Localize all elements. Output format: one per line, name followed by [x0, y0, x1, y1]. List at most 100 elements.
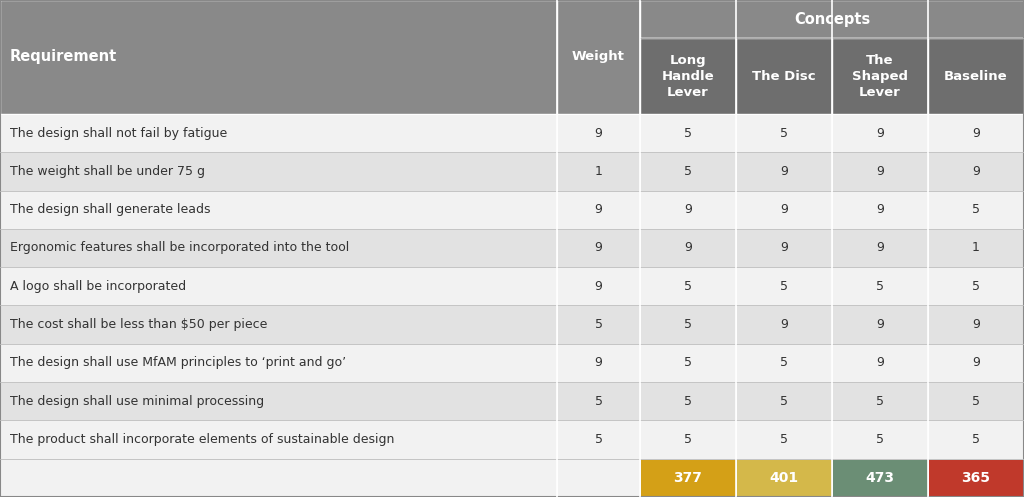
Text: Ergonomic features shall be incorporated into the tool: Ergonomic features shall be incorporated…	[10, 242, 349, 254]
Text: The design shall not fail by fatigue: The design shall not fail by fatigue	[10, 127, 227, 140]
Text: 9: 9	[877, 165, 884, 178]
Text: The product shall incorporate elements of sustainable design: The product shall incorporate elements o…	[10, 433, 394, 446]
Text: 9: 9	[595, 356, 602, 369]
Text: 9: 9	[684, 242, 692, 254]
Text: 5: 5	[780, 433, 788, 446]
Bar	[831, 114, 928, 152]
Text: Requirement: Requirement	[10, 49, 118, 65]
Text: 9: 9	[780, 318, 787, 331]
Bar	[831, 306, 928, 344]
Text: Baseline: Baseline	[944, 70, 1008, 83]
Text: 9: 9	[972, 165, 980, 178]
Text: 5: 5	[684, 395, 692, 408]
Bar	[928, 344, 1024, 382]
Text: 1: 1	[595, 165, 602, 178]
Bar	[928, 382, 1024, 420]
Text: 5: 5	[595, 318, 602, 331]
Text: 9: 9	[780, 165, 787, 178]
Text: 5: 5	[876, 395, 884, 408]
Bar	[831, 267, 928, 306]
Text: 401: 401	[769, 471, 799, 485]
Text: 5: 5	[684, 280, 692, 293]
Bar	[0, 382, 557, 420]
Bar	[0, 267, 557, 306]
Bar	[831, 420, 928, 459]
Bar	[640, 229, 736, 267]
Bar	[831, 459, 928, 497]
Text: The cost shall be less than $50 per piece: The cost shall be less than $50 per piec…	[10, 318, 267, 331]
Bar	[736, 267, 831, 306]
Text: 9: 9	[595, 242, 602, 254]
Text: 5: 5	[972, 395, 980, 408]
Bar	[928, 420, 1024, 459]
Bar	[557, 0, 640, 114]
Bar	[640, 38, 736, 114]
Bar	[0, 420, 557, 459]
Text: 9: 9	[972, 318, 980, 331]
Text: 5: 5	[684, 433, 692, 446]
Bar	[928, 114, 1024, 152]
Text: The weight shall be under 75 g: The weight shall be under 75 g	[10, 165, 205, 178]
Bar	[557, 114, 640, 152]
Bar	[640, 459, 736, 497]
Bar	[640, 267, 736, 306]
Text: 5: 5	[972, 433, 980, 446]
Text: 9: 9	[595, 203, 602, 216]
Text: The Disc: The Disc	[753, 70, 816, 83]
Text: 9: 9	[877, 127, 884, 140]
Text: The design shall use MfAM principles to ‘print and go’: The design shall use MfAM principles to …	[10, 356, 346, 369]
Text: 9: 9	[595, 127, 602, 140]
Bar	[640, 0, 1024, 38]
Text: 1: 1	[972, 242, 980, 254]
Bar	[736, 306, 831, 344]
Text: 5: 5	[780, 127, 788, 140]
Bar	[0, 344, 557, 382]
Bar	[736, 459, 831, 497]
Bar	[557, 229, 640, 267]
Text: 9: 9	[972, 127, 980, 140]
Bar	[557, 190, 640, 229]
Bar	[0, 459, 557, 497]
Bar	[557, 420, 640, 459]
Text: 9: 9	[595, 280, 602, 293]
Bar	[557, 459, 640, 497]
Bar	[736, 420, 831, 459]
Text: Long
Handle
Lever: Long Handle Lever	[662, 54, 715, 98]
Text: 5: 5	[876, 280, 884, 293]
Text: 9: 9	[877, 318, 884, 331]
Bar	[736, 152, 831, 190]
Bar	[557, 152, 640, 190]
Bar	[831, 229, 928, 267]
Bar	[557, 267, 640, 306]
Bar	[736, 38, 831, 114]
Bar	[0, 229, 557, 267]
Bar	[640, 420, 736, 459]
Text: The design shall generate leads: The design shall generate leads	[10, 203, 211, 216]
Text: 5: 5	[684, 165, 692, 178]
Bar	[928, 38, 1024, 114]
Bar	[736, 382, 831, 420]
Text: 473: 473	[865, 471, 895, 485]
Bar	[736, 229, 831, 267]
Bar	[928, 190, 1024, 229]
Text: The design shall use minimal processing: The design shall use minimal processing	[10, 395, 264, 408]
Bar	[640, 306, 736, 344]
Text: Weight: Weight	[572, 51, 625, 64]
Text: 9: 9	[780, 242, 787, 254]
Text: 9: 9	[877, 356, 884, 369]
Bar	[0, 190, 557, 229]
Text: 5: 5	[780, 356, 788, 369]
Text: 9: 9	[877, 203, 884, 216]
Text: 5: 5	[780, 280, 788, 293]
Text: 5: 5	[972, 280, 980, 293]
Text: 9: 9	[780, 203, 787, 216]
Bar	[736, 114, 831, 152]
Bar	[0, 0, 557, 114]
Bar	[640, 382, 736, 420]
Bar	[557, 382, 640, 420]
Bar	[640, 114, 736, 152]
Text: 9: 9	[877, 242, 884, 254]
Bar	[928, 306, 1024, 344]
Text: 377: 377	[674, 471, 702, 485]
Text: 5: 5	[684, 127, 692, 140]
